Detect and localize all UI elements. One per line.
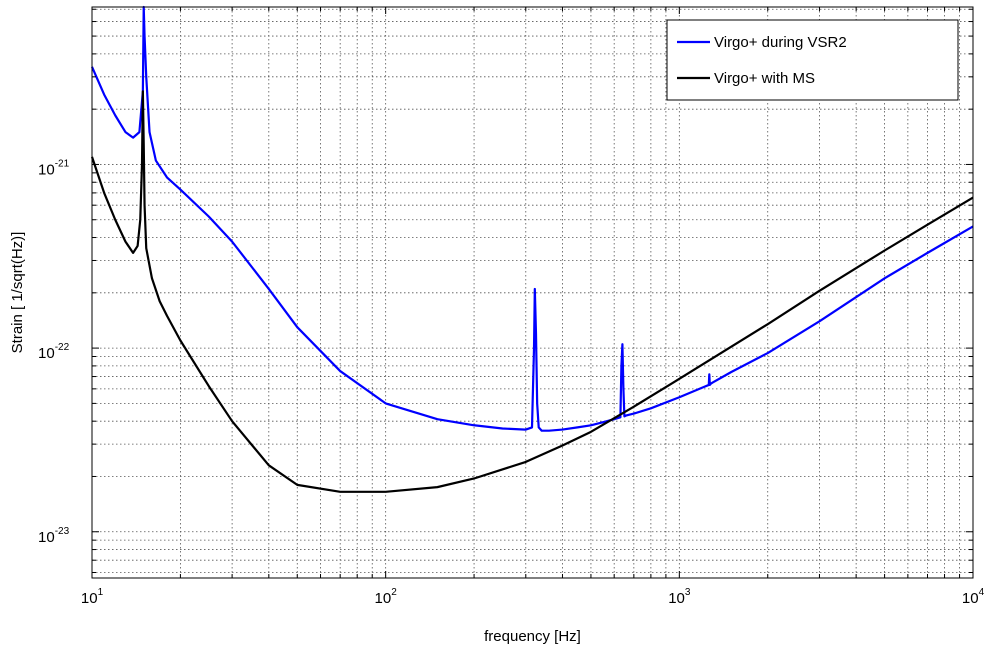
x-tick-label: 101 xyxy=(81,587,104,607)
x-axis-title: frequency [Hz] xyxy=(484,628,581,645)
y-tick-labels: 10-21 10-22 10-23 xyxy=(38,158,70,545)
plot-area xyxy=(90,5,974,579)
legend-label-1: Virgo+ during VSR2 xyxy=(714,34,847,51)
series-line-2 xyxy=(90,90,974,493)
legend-label-2: Virgo+ with MS xyxy=(714,70,815,87)
y-tick-label: 10-21 xyxy=(38,158,70,178)
tick-marks xyxy=(91,7,974,578)
x-tick-label: 103 xyxy=(668,587,691,607)
legend: Virgo+ during VSR2 Virgo+ with MS xyxy=(666,19,959,101)
series-layer xyxy=(90,5,974,493)
grid xyxy=(91,7,974,578)
x-tick-label: 102 xyxy=(375,587,398,607)
y-tick-label: 10-23 xyxy=(38,526,70,546)
x-tick-labels: 101 102 103 104 xyxy=(81,587,985,607)
y-axis-title: Strain [ 1/sqrt(Hz)] xyxy=(9,232,26,354)
x-tick-label: 104 xyxy=(962,587,985,607)
legend-box xyxy=(666,19,959,101)
y-tick-label: 10-22 xyxy=(38,342,70,362)
series-line-1 xyxy=(90,5,974,432)
